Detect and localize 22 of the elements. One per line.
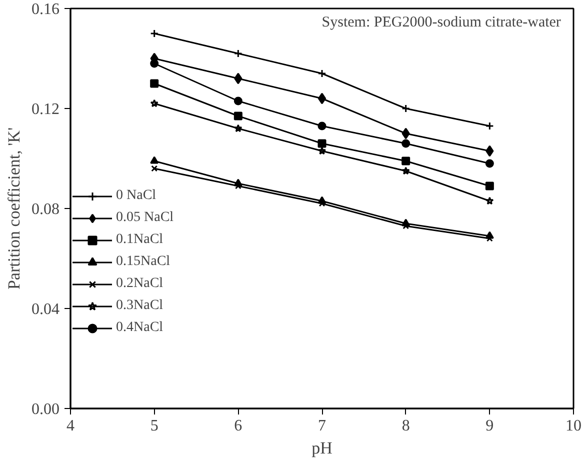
y-tick-label: 0.08 [32, 201, 60, 218]
y-axis-title: Partition coefficient, 'K' [4, 127, 24, 290]
x-axis-title: pH [312, 438, 332, 458]
legend-label: 0.15NaCl [116, 254, 170, 270]
x-tick-label: 7 [318, 418, 326, 434]
x-tick-label: 8 [402, 418, 410, 434]
x-tick-label: 4 [66, 418, 74, 434]
annotation: System: PEG2000-sodium citrate-water [322, 14, 561, 30]
y-tick-label: 0.00 [32, 401, 60, 418]
x-tick-label: 10 [566, 418, 582, 434]
legend-label: 0.2NaCl [116, 276, 164, 292]
x-tick-label: 5 [150, 418, 158, 434]
x-tick-label: 9 [486, 418, 494, 434]
legend-label: 0.3NaCl [116, 298, 164, 314]
x-tick-label: 6 [234, 418, 242, 434]
legend-label: 0 NaCl [116, 188, 156, 204]
legend-label: 0.05 NaCl [116, 210, 174, 226]
y-tick-label: 0.16 [32, 1, 60, 18]
y-tick-label: 0.12 [32, 101, 60, 118]
legend-label: 0.4NaCl [116, 320, 164, 336]
y-tick-label: 0.04 [32, 301, 60, 318]
legend-label: 0.1NaCl [116, 232, 164, 248]
